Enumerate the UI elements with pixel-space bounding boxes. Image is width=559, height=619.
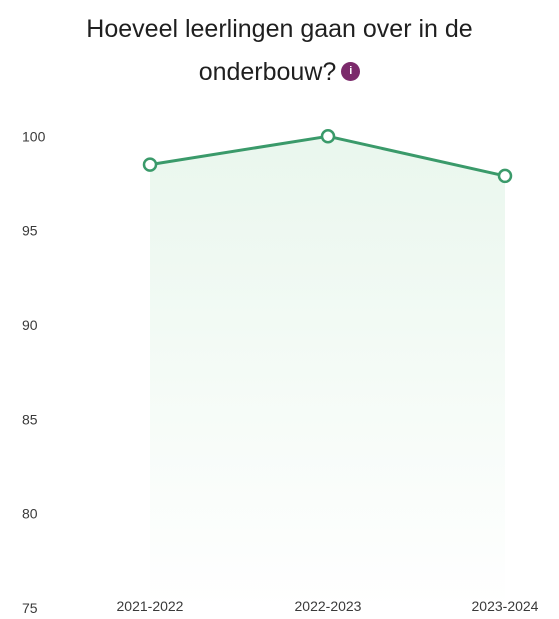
series-area (150, 136, 505, 608)
y-tick-label: 75 (22, 600, 38, 616)
y-tick-label: 85 (22, 411, 38, 427)
y-tick-label: 95 (22, 223, 38, 239)
chart-title: Hoeveel leerlingen gaan over in de onder… (30, 8, 529, 94)
chart-title-line-1: Hoeveel leerlingen gaan over in de (86, 15, 473, 43)
data-point[interactable] (320, 129, 336, 144)
y-axis: 75 80 85 90 95 100 (22, 128, 46, 616)
y-tick-label: 80 (22, 506, 38, 522)
chart-title-line-2-text: onderbouw? (198, 58, 337, 86)
data-point[interactable] (497, 168, 513, 184)
plot-area (142, 129, 513, 608)
y-tick-label: 100 (22, 128, 46, 144)
y-tick-label: 90 (22, 317, 38, 333)
chart-title-line-2: onderbouw? i (30, 51, 529, 94)
info-icon[interactable]: i (341, 61, 361, 81)
data-point[interactable] (142, 157, 158, 172)
